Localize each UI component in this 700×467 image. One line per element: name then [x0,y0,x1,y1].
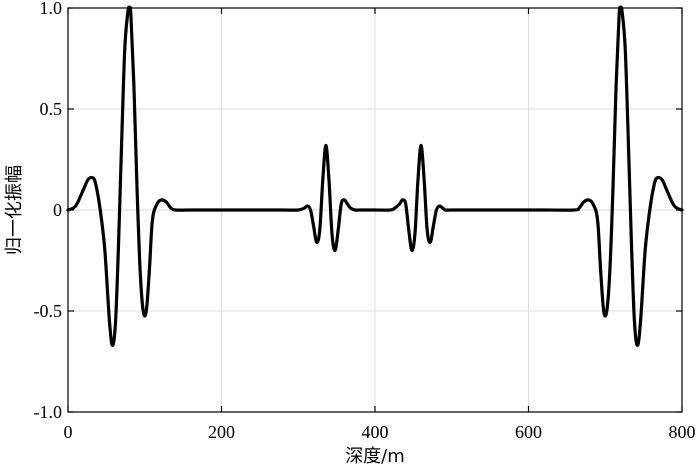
y-axis-title: 归一化振幅 [4,165,25,255]
y-tick-label: -1.0 [34,402,63,422]
x-axis-title: 深度/m [345,446,405,467]
y-tick-label: 0.5 [40,99,63,119]
x-tick-label: 200 [208,422,235,442]
series-layer [66,5,684,347]
x-tick-label: 600 [515,422,542,442]
series-line [66,5,684,347]
x-tick-label: 800 [669,422,696,442]
y-tick-label: -0.5 [34,301,63,321]
x-tick-label: 400 [362,422,389,442]
tick-labels: 0 200 400 600 800 -1.0 -0.5 0 0.5 1.0 [34,0,696,442]
x-tick-label: 0 [64,422,73,442]
y-tick-label: 1.0 [40,0,63,18]
y-tick-label: 0 [53,200,62,220]
